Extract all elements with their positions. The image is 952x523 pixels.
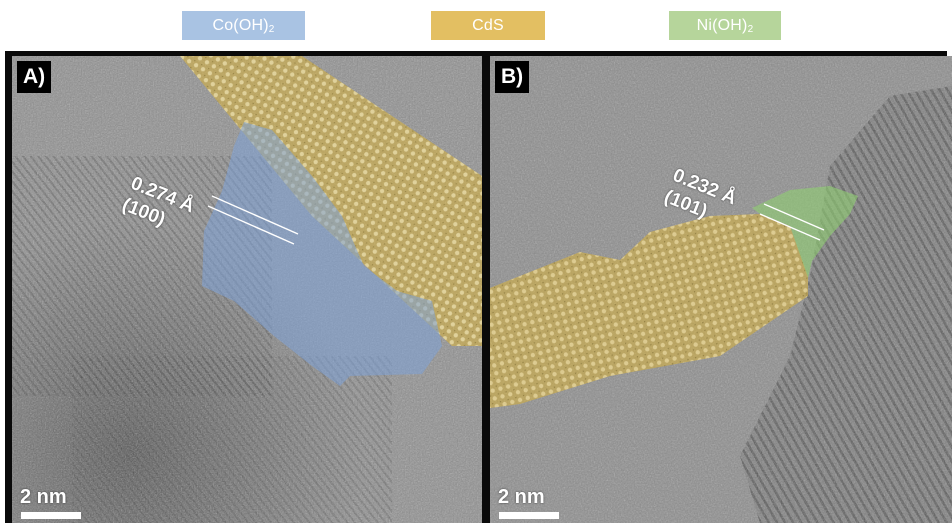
panel-b-cds-lattice [490,214,808,408]
panel-a-label: A) [17,61,52,93]
legend-ni-oh2: Ni(OH)2 [669,11,781,40]
legend-cds-label: CdS [472,17,504,34]
legend-co-oh2-label: Co(OH) [212,17,269,34]
legend-co-oh2-subscript: 2 [268,24,275,35]
panel-b-scale-label: 2 nm [498,486,545,508]
panel-a-scale-bar [21,512,81,519]
panel-a: A) 0.274 Å (100) 2 nm [12,56,482,523]
panel-b-tem-image [490,56,952,523]
panel-b-lattice-line-1 [763,203,825,231]
legend-ni-oh2-label: Ni(OH) [696,17,748,34]
panel-a-tem-image [12,56,482,523]
panel-b-label: B) [495,61,530,93]
panel-a-co-oh2-region [202,122,442,386]
panel-b-ni-oh2-region [752,186,858,278]
legend-cds: CdS [431,11,545,40]
material-legend: Co(OH)2 CdS Ni(OH)2 [0,0,952,52]
panel-a-lattice-line-1 [211,195,299,235]
legend-co-oh2: Co(OH)2 [182,11,305,40]
legend-ni-oh2-subscript: 2 [747,24,754,35]
panel-b-scale-bar [499,512,559,519]
panel-b-lattice-line-2 [759,213,821,241]
panel-b: B) 0.232 Å (101) 2 nm [490,56,952,523]
panel-a-scale-label: 2 nm [20,486,67,508]
panel-a-lattice-line-2 [207,205,295,245]
